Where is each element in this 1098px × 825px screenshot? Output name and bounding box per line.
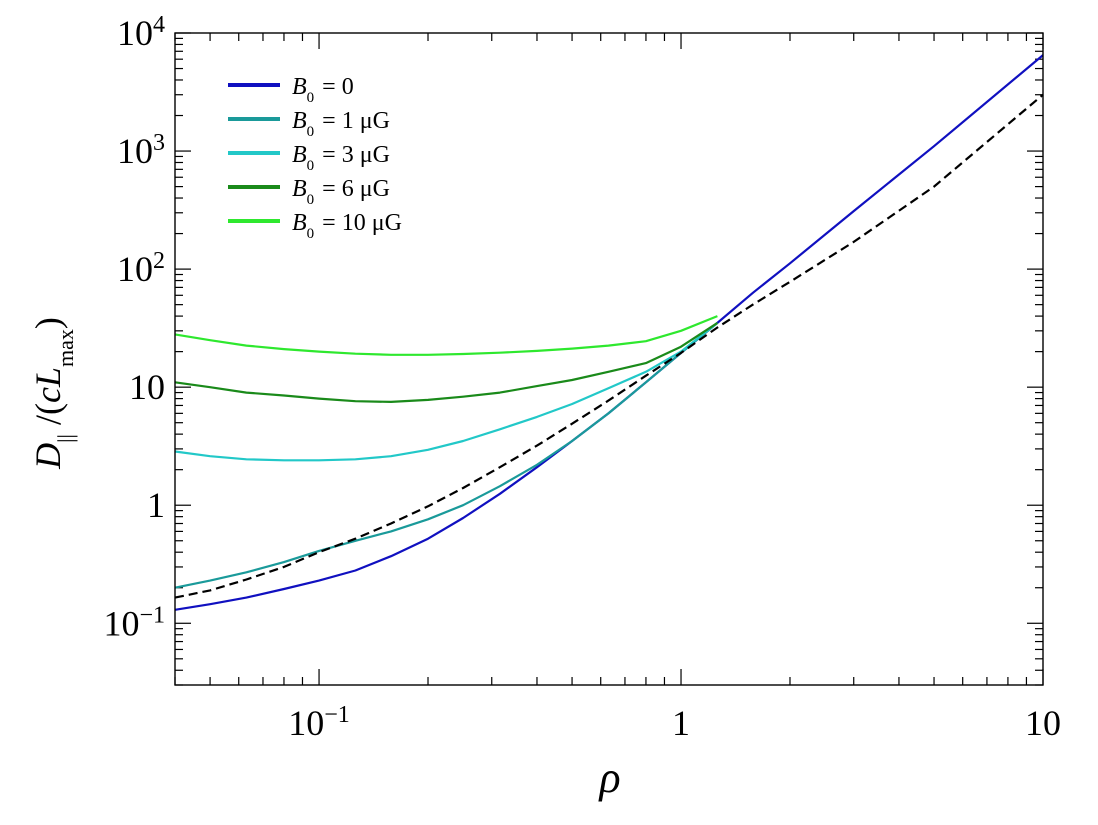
series-line-0: [174, 54, 1044, 611]
legend-label-2: B0 = 3 μG: [292, 142, 390, 174]
y-tick-label: 10−1: [103, 602, 165, 643]
x-tick-label: 10: [1025, 703, 1061, 743]
x-tick-label: 10−1: [288, 702, 350, 743]
axis-ticks: [174, 32, 1044, 686]
y-tick-label: 10: [129, 367, 165, 407]
y-tick-label: 1: [147, 485, 165, 525]
series-line-5: [174, 93, 1044, 599]
y-axis-label-end: ): [28, 317, 68, 329]
series-group: [174, 54, 1044, 611]
legend-label-3: B0 = 6 μG: [292, 176, 390, 208]
y-axis-label-L: L: [28, 367, 68, 388]
x-tick-label: 1: [672, 703, 690, 743]
series-line-1: [174, 322, 719, 589]
series-line-2: [174, 322, 719, 462]
series-line-3: [174, 321, 719, 403]
legend-label-0: B0 = 0: [292, 74, 354, 106]
y-tick-label: 102: [117, 248, 165, 289]
legend-label-4: B0 = 10 μG: [292, 210, 402, 242]
series-line-4: [174, 315, 718, 356]
x-axis-label: ρ: [597, 753, 620, 802]
y-axis-label-c: c: [28, 387, 68, 403]
y-axis-label: D|| /(cLmax): [28, 317, 78, 470]
tick-labels: 10−1 1 10 10−1 1 10 102 103 104: [103, 12, 1061, 743]
y-axis-label-sub1: ||: [53, 434, 78, 443]
y-axis-label-sub2: max: [53, 329, 78, 367]
legend-label-1: B0 = 1 μG: [292, 108, 390, 140]
y-tick-label: 104: [117, 12, 165, 53]
plot-frame: [174, 32, 1044, 686]
y-tick-label: 103: [117, 130, 165, 171]
y-axis-label-mid: /(: [28, 403, 68, 434]
y-axis-label-main: D: [28, 443, 68, 470]
